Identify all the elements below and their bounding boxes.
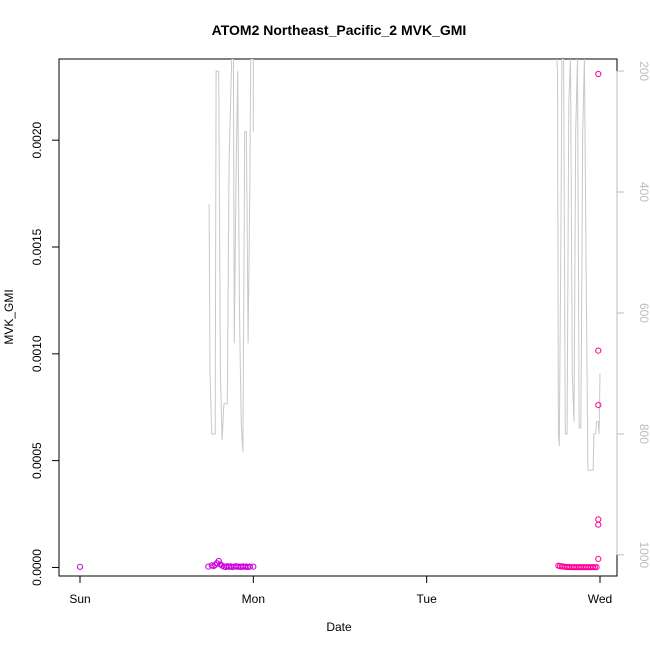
x-tick-label: Wed (588, 592, 612, 606)
data-point (215, 557, 222, 565)
data-point (595, 516, 602, 523)
y-tick-label: 0.0010 (30, 335, 44, 372)
data-point (591, 564, 598, 571)
x-tick-label: Sun (69, 592, 90, 606)
y-axis: 0.0000 0.0005 0.0010 0.0015 0.0020 (30, 122, 60, 586)
x-axis: Sun Mon Tue Wed (69, 575, 612, 606)
data-point (76, 563, 84, 570)
y-tick-label: 0.0015 (30, 228, 44, 265)
pressure-line-segment (556, 59, 601, 471)
data-point (590, 564, 597, 571)
pressure-line-layer (208, 59, 601, 471)
data-point (250, 563, 257, 570)
data-point (595, 347, 602, 354)
data-point (595, 402, 602, 409)
y-tick-label: 0.0020 (30, 122, 44, 159)
y-axis-label: MVK_GMI (2, 289, 16, 344)
x-tick-label: Tue (417, 592, 438, 606)
data-point (210, 563, 217, 570)
data-point (205, 563, 212, 570)
data-point (246, 563, 253, 570)
plot-frame (58, 58, 618, 577)
data-point (595, 521, 602, 528)
data-point (593, 564, 600, 571)
pressure-line-segment (208, 59, 254, 453)
y2-tick-label: 400 (637, 182, 650, 202)
y2-tick-label: 600 (637, 303, 650, 323)
x-axis-label: Date (326, 620, 352, 634)
y2-axis: 200 400 600 800 1000 (616, 61, 650, 569)
data-point (595, 555, 602, 563)
y2-tick-label: 1000 (637, 541, 650, 568)
points-layer (76, 70, 602, 571)
y2-tick-label: 800 (637, 424, 650, 444)
data-point (595, 70, 602, 78)
chart-title: ATOM2 Northeast_Pacific_2 MVK_GMI (212, 22, 467, 38)
y-tick-label: 0.0000 (30, 549, 44, 586)
x-tick-label: Mon (242, 592, 265, 606)
y2-tick-label: 200 (637, 61, 650, 81)
y-tick-label: 0.0005 (30, 442, 44, 479)
